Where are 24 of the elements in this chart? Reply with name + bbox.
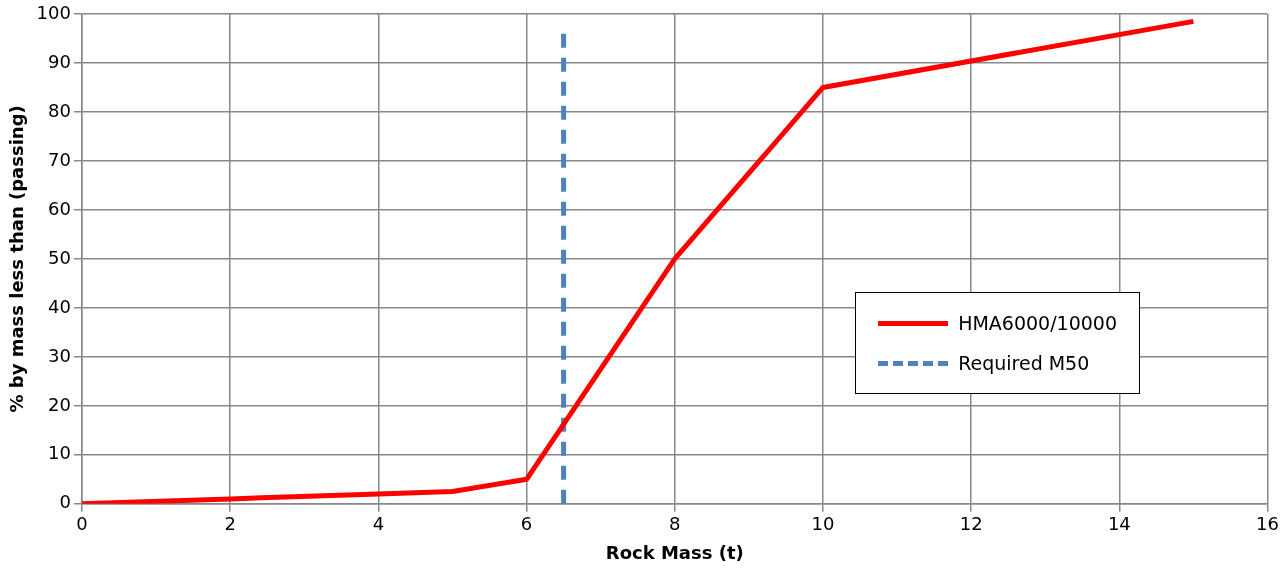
y-tick-label: 90	[48, 50, 71, 72]
y-tick-label: 50	[48, 246, 71, 268]
x-axis-title: Rock Mass (t)	[605, 541, 744, 563]
y-tick-label: 60	[48, 197, 71, 219]
x-tick-label: 12	[959, 513, 983, 535]
y-tick-label: 70	[48, 148, 71, 170]
x-tick-label: 6	[520, 513, 533, 535]
x-tick-label: 10	[811, 513, 835, 535]
legend-label: Required M50	[958, 352, 1090, 374]
y-tick-label: 0	[59, 491, 71, 513]
y-tick-label: 20	[48, 393, 71, 415]
x-tick-label: 4	[372, 513, 385, 535]
x-tick-label: 8	[669, 513, 681, 535]
x-tick-label: 16	[1256, 513, 1279, 535]
x-tick-label: 2	[224, 513, 236, 535]
x-tick-label: 14	[1107, 513, 1131, 535]
y-axis-title: % by mass less than (passing)	[6, 105, 28, 413]
y-tick-label: 100	[36, 1, 71, 23]
y-tick-label: 30	[48, 344, 71, 366]
x-tick-label: 0	[76, 513, 88, 535]
y-tick-label: 40	[48, 295, 71, 317]
y-tick-label: 80	[48, 99, 71, 121]
y-tick-label: 10	[48, 442, 71, 464]
legend-label: HMA6000/10000	[958, 312, 1117, 334]
